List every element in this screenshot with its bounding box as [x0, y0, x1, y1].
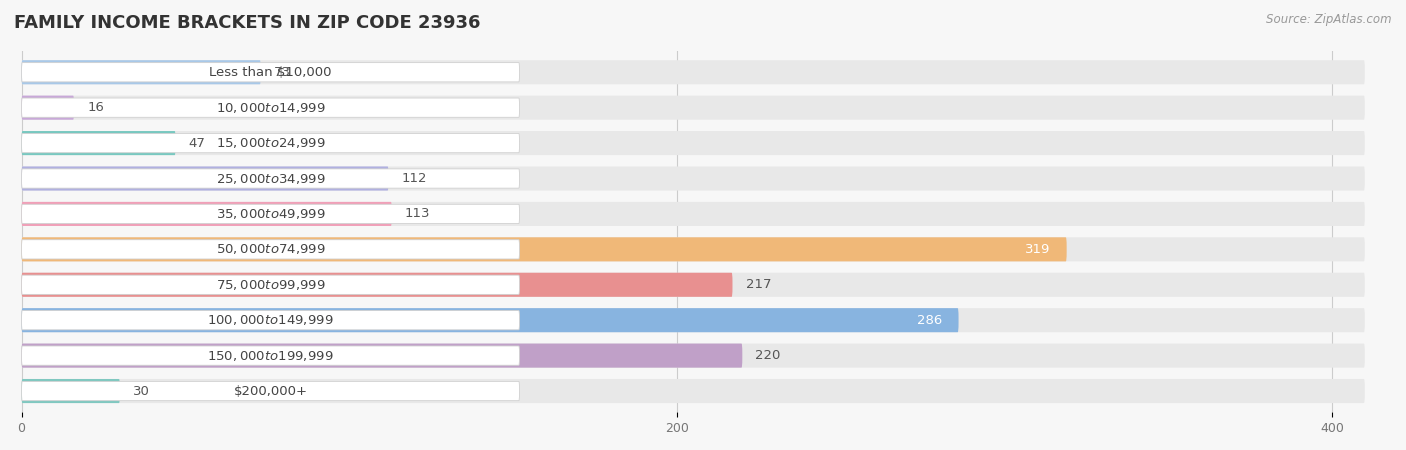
FancyBboxPatch shape	[21, 96, 75, 120]
FancyBboxPatch shape	[21, 308, 1365, 332]
FancyBboxPatch shape	[21, 310, 520, 330]
Text: 217: 217	[745, 278, 770, 291]
FancyBboxPatch shape	[21, 275, 520, 294]
FancyBboxPatch shape	[21, 237, 1067, 261]
FancyBboxPatch shape	[21, 202, 392, 226]
FancyBboxPatch shape	[21, 343, 742, 368]
Text: 16: 16	[87, 101, 104, 114]
Text: $35,000 to $49,999: $35,000 to $49,999	[215, 207, 325, 221]
Text: 286: 286	[917, 314, 942, 327]
Text: FAMILY INCOME BRACKETS IN ZIP CODE 23936: FAMILY INCOME BRACKETS IN ZIP CODE 23936	[14, 14, 481, 32]
Text: 113: 113	[405, 207, 430, 220]
Text: $75,000 to $99,999: $75,000 to $99,999	[215, 278, 325, 292]
Text: 112: 112	[402, 172, 427, 185]
FancyBboxPatch shape	[21, 131, 176, 155]
FancyBboxPatch shape	[21, 273, 1365, 297]
Text: Source: ZipAtlas.com: Source: ZipAtlas.com	[1267, 14, 1392, 27]
Text: $200,000+: $200,000+	[233, 385, 308, 397]
FancyBboxPatch shape	[21, 204, 520, 224]
FancyBboxPatch shape	[21, 60, 260, 84]
Text: $150,000 to $199,999: $150,000 to $199,999	[207, 349, 333, 363]
FancyBboxPatch shape	[21, 169, 520, 188]
FancyBboxPatch shape	[21, 98, 520, 117]
FancyBboxPatch shape	[21, 379, 1365, 403]
Text: 47: 47	[188, 137, 205, 149]
FancyBboxPatch shape	[21, 343, 1365, 368]
FancyBboxPatch shape	[21, 166, 388, 190]
Text: $10,000 to $14,999: $10,000 to $14,999	[215, 101, 325, 115]
Text: 30: 30	[134, 385, 150, 397]
FancyBboxPatch shape	[21, 131, 1365, 155]
Text: 220: 220	[755, 349, 780, 362]
FancyBboxPatch shape	[21, 60, 1365, 84]
FancyBboxPatch shape	[21, 346, 520, 365]
Text: Less than $10,000: Less than $10,000	[209, 66, 332, 79]
Text: $50,000 to $74,999: $50,000 to $74,999	[215, 243, 325, 256]
FancyBboxPatch shape	[21, 237, 1365, 261]
FancyBboxPatch shape	[21, 240, 520, 259]
FancyBboxPatch shape	[21, 202, 1365, 226]
FancyBboxPatch shape	[21, 63, 520, 82]
FancyBboxPatch shape	[21, 382, 520, 400]
Text: $100,000 to $149,999: $100,000 to $149,999	[207, 313, 333, 327]
Text: 319: 319	[1025, 243, 1050, 256]
FancyBboxPatch shape	[21, 273, 733, 297]
FancyBboxPatch shape	[21, 308, 959, 332]
FancyBboxPatch shape	[21, 379, 120, 403]
Text: 73: 73	[274, 66, 291, 79]
FancyBboxPatch shape	[21, 166, 1365, 190]
FancyBboxPatch shape	[21, 134, 520, 153]
Text: $15,000 to $24,999: $15,000 to $24,999	[215, 136, 325, 150]
FancyBboxPatch shape	[21, 96, 1365, 120]
Text: $25,000 to $34,999: $25,000 to $34,999	[215, 171, 325, 185]
